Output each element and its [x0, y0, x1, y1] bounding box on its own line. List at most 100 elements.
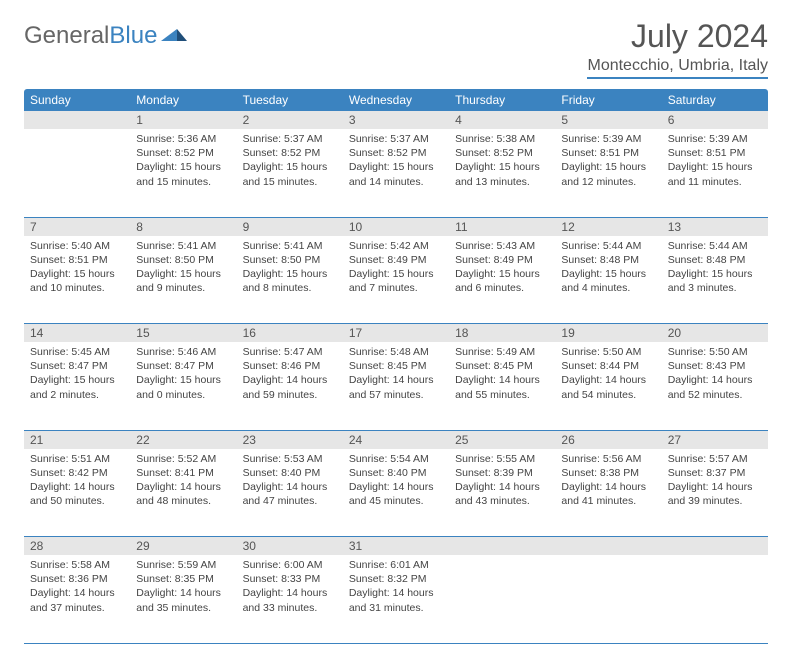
day-day2: and 4 minutes. [561, 281, 655, 295]
day-sunrise: Sunrise: 5:44 AM [561, 239, 655, 253]
day-day1: Daylight: 15 hours [455, 160, 549, 174]
day-day2: and 35 minutes. [136, 601, 230, 615]
day-number-cell: 2 [237, 111, 343, 129]
day-cell: Sunrise: 5:39 AMSunset: 8:51 PMDaylight:… [662, 129, 768, 217]
day-cell: Sunrise: 5:44 AMSunset: 8:48 PMDaylight:… [555, 236, 661, 324]
day-number-cell: 26 [555, 430, 661, 449]
day-cell: Sunrise: 5:47 AMSunset: 8:46 PMDaylight:… [237, 342, 343, 430]
day-sunset: Sunset: 8:51 PM [561, 146, 655, 160]
day-number-cell: 19 [555, 324, 661, 343]
weekday-header: Saturday [662, 89, 768, 111]
day-cell: Sunrise: 5:46 AMSunset: 8:47 PMDaylight:… [130, 342, 236, 430]
day-sunset: Sunset: 8:45 PM [349, 359, 443, 373]
day-number-cell: 24 [343, 430, 449, 449]
day-sunrise: Sunrise: 5:46 AM [136, 345, 230, 359]
day-day2: and 7 minutes. [349, 281, 443, 295]
day-day1: Daylight: 14 hours [243, 586, 337, 600]
day-day2: and 10 minutes. [30, 281, 124, 295]
day-number-cell: 1 [130, 111, 236, 129]
day-sunrise: Sunrise: 5:51 AM [30, 452, 124, 466]
day-cell: Sunrise: 5:59 AMSunset: 8:35 PMDaylight:… [130, 555, 236, 643]
day-sunset: Sunset: 8:33 PM [243, 572, 337, 586]
day-cell: Sunrise: 5:37 AMSunset: 8:52 PMDaylight:… [237, 129, 343, 217]
day-sunrise: Sunrise: 5:39 AM [561, 132, 655, 146]
day-sunset: Sunset: 8:41 PM [136, 466, 230, 480]
day-day2: and 57 minutes. [349, 388, 443, 402]
day-day1: Daylight: 14 hours [136, 480, 230, 494]
day-sunset: Sunset: 8:51 PM [668, 146, 762, 160]
day-cell: Sunrise: 5:48 AMSunset: 8:45 PMDaylight:… [343, 342, 449, 430]
day-day2: and 13 minutes. [455, 175, 549, 189]
day-number-cell: 30 [237, 537, 343, 556]
logo: GeneralBlue [24, 18, 187, 50]
day-cell: Sunrise: 5:43 AMSunset: 8:49 PMDaylight:… [449, 236, 555, 324]
day-sunset: Sunset: 8:37 PM [668, 466, 762, 480]
week-row: Sunrise: 5:51 AMSunset: 8:42 PM Daylight:… [24, 449, 768, 537]
day-day2: and 50 minutes. [30, 494, 124, 508]
day-cell: Sunrise: 5:36 AMSunset: 8:52 PMDaylight:… [130, 129, 236, 217]
day-number-cell: 27 [662, 430, 768, 449]
location: Montecchio, Umbria, Italy [587, 57, 768, 79]
day-day1: Daylight: 14 hours [668, 373, 762, 387]
day-number-cell: 14 [24, 324, 130, 343]
day-sunrise: Sunrise: 5:38 AM [455, 132, 549, 146]
day-sunrise: Sunrise: 5:54 AM [349, 452, 443, 466]
day-cell: Sunrise: 5:55 AMSunset: 8:39 PMDaylight:… [449, 449, 555, 537]
daynum-row: 14151617181920 [24, 324, 768, 343]
day-day2: and 2 minutes. [30, 388, 124, 402]
week-row: Sunrise: 5:40 AMSunset: 8:51 PMDaylight:… [24, 236, 768, 324]
day-day2: and 15 minutes. [243, 175, 337, 189]
day-day1: Daylight: 15 hours [30, 373, 124, 387]
day-cell: Sunrise: 5:42 AMSunset: 8:49 PMDaylight:… [343, 236, 449, 324]
day-sunset: Sunset: 8:42 PM [30, 466, 124, 480]
day-cell: Sunrise: 5:58 AMSunset: 8:36 PMDaylight:… [24, 555, 130, 643]
day-sunrise: Sunrise: 5:37 AM [243, 132, 337, 146]
day-sunrise: Sunrise: 5:36 AM [136, 132, 230, 146]
day-day1: Daylight: 14 hours [561, 480, 655, 494]
week-row: Sunrise: 5:36 AMSunset: 8:52 PMDaylight:… [24, 129, 768, 217]
day-sunset: Sunset: 8:47 PM [30, 359, 124, 373]
day-cell: Sunrise: 5:40 AMSunset: 8:51 PMDaylight:… [24, 236, 130, 324]
day-number-cell: 9 [237, 217, 343, 236]
day-sunset: Sunset: 8:52 PM [455, 146, 549, 160]
weekday-header: Thursday [449, 89, 555, 111]
day-day1: Daylight: 15 hours [30, 267, 124, 281]
day-sunset: Sunset: 8:52 PM [349, 146, 443, 160]
day-day2: and 59 minutes. [243, 388, 337, 402]
day-number-cell: 13 [662, 217, 768, 236]
day-day1: Daylight: 15 hours [136, 267, 230, 281]
day-day2: and 43 minutes. [455, 494, 549, 508]
day-day2: and 31 minutes. [349, 601, 443, 615]
day-cell: Sunrise: 5:50 AMSunset: 8:44 PMDaylight:… [555, 342, 661, 430]
day-day1: Daylight: 14 hours [349, 586, 443, 600]
week-row: Sunrise: 5:45 AMSunset: 8:47 PMDaylight:… [24, 342, 768, 430]
day-sunset: Sunset: 8:40 PM [243, 466, 337, 480]
day-sunset: Sunset: 8:52 PM [136, 146, 230, 160]
day-cell: Sunrise: 5:54 AMSunset: 8:40 PMDaylight:… [343, 449, 449, 537]
day-sunset: Sunset: 8:46 PM [243, 359, 337, 373]
day-day1: Daylight: 15 hours [136, 160, 230, 174]
day-number-cell: 10 [343, 217, 449, 236]
day-number-cell: 15 [130, 324, 236, 343]
day-cell: Sunrise: 5:37 AMSunset: 8:52 PMDaylight:… [343, 129, 449, 217]
month-title: July 2024 [587, 18, 768, 55]
day-cell: Sunrise: 6:00 AMSunset: 8:33 PMDaylight:… [237, 555, 343, 643]
day-sunrise: Sunrise: 5:49 AM [455, 345, 549, 359]
day-day1: Daylight: 15 hours [349, 267, 443, 281]
day-day1: Daylight: 15 hours [561, 160, 655, 174]
day-number-cell: 4 [449, 111, 555, 129]
day-day2: and 45 minutes. [349, 494, 443, 508]
weekday-header: Sunday [24, 89, 130, 111]
day-day1: Daylight: 14 hours [136, 586, 230, 600]
day-sunset: Sunset: 8:44 PM [561, 359, 655, 373]
daynum-row: 28293031 [24, 537, 768, 556]
title-block: July 2024 Montecchio, Umbria, Italy [587, 18, 768, 79]
weekday-header-row: Sunday Monday Tuesday Wednesday Thursday… [24, 89, 768, 111]
day-day2: and 54 minutes. [561, 388, 655, 402]
day-sunrise: Sunrise: 5:41 AM [243, 239, 337, 253]
day-number-cell: 17 [343, 324, 449, 343]
day-number-cell: 22 [130, 430, 236, 449]
weekday-header: Friday [555, 89, 661, 111]
day-sunset: Sunset: 8:47 PM [136, 359, 230, 373]
day-sunset: Sunset: 8:49 PM [349, 253, 443, 267]
